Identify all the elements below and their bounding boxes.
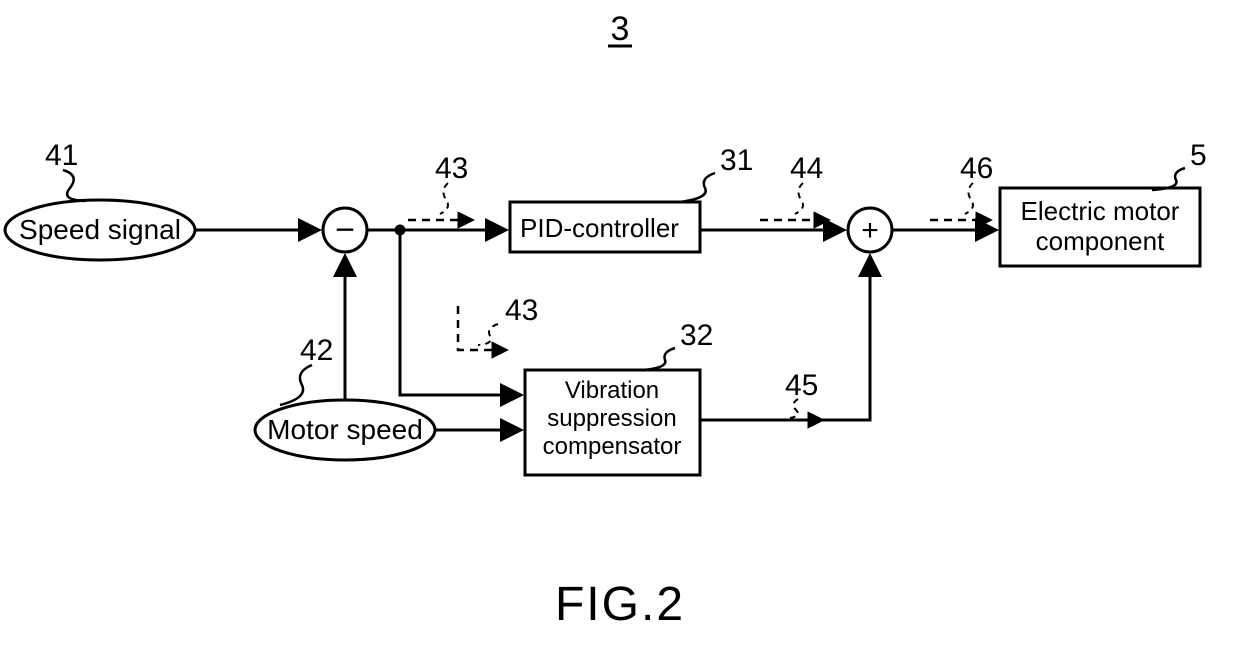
node-pid: PID-controller	[510, 202, 700, 252]
speed-signal-label: Speed signal	[19, 214, 181, 245]
node-speed-signal: Speed signal	[5, 200, 195, 260]
edge-branch-to-comp	[400, 230, 520, 395]
squiggle-43a	[440, 183, 448, 214]
node-compensator: Vibration suppression compensator	[525, 370, 700, 475]
ref-45: 45	[785, 369, 818, 402]
squiggle-44	[795, 183, 803, 214]
dash-arrow-43b	[458, 306, 506, 350]
ref-43a: 43	[435, 152, 468, 185]
squiggle-43b	[478, 324, 498, 345]
ref-44: 44	[790, 152, 823, 185]
comp-label-2: suppression	[547, 405, 676, 432]
callout-32	[642, 348, 675, 370]
ref-42: 42	[300, 334, 333, 367]
branch-dot	[396, 226, 404, 234]
add-label: +	[861, 214, 879, 247]
diagram-title-ref: 3	[611, 10, 630, 48]
ref-43b: 43	[505, 294, 538, 327]
ref-5: 5	[1190, 139, 1207, 172]
squiggle-46	[965, 183, 973, 214]
node-motor-speed: Motor speed	[255, 400, 435, 460]
comp-label-1: Vibration	[565, 377, 659, 404]
callout-42	[280, 365, 312, 405]
motor-comp-label-1: Electric motor	[1021, 196, 1180, 226]
callout-31	[680, 173, 715, 202]
figure-label: FIG.2	[555, 578, 685, 631]
node-motor-component: Electric motor component	[1000, 188, 1200, 266]
comp-label-3: compensator	[543, 433, 682, 460]
node-add: +	[848, 208, 892, 252]
pid-label: PID-controller	[520, 213, 679, 243]
node-subtract: −	[323, 208, 367, 252]
motor-comp-label-2: component	[1036, 226, 1165, 256]
ref-31: 31	[720, 144, 753, 177]
subtract-label: −	[335, 211, 355, 249]
callout-41	[63, 170, 85, 201]
ref-32: 32	[680, 319, 713, 352]
ref-41: 41	[45, 139, 78, 172]
ref-46: 46	[960, 152, 993, 185]
callouts: 41 42 31 32 5	[45, 139, 1207, 405]
motor-speed-label: Motor speed	[267, 414, 423, 445]
